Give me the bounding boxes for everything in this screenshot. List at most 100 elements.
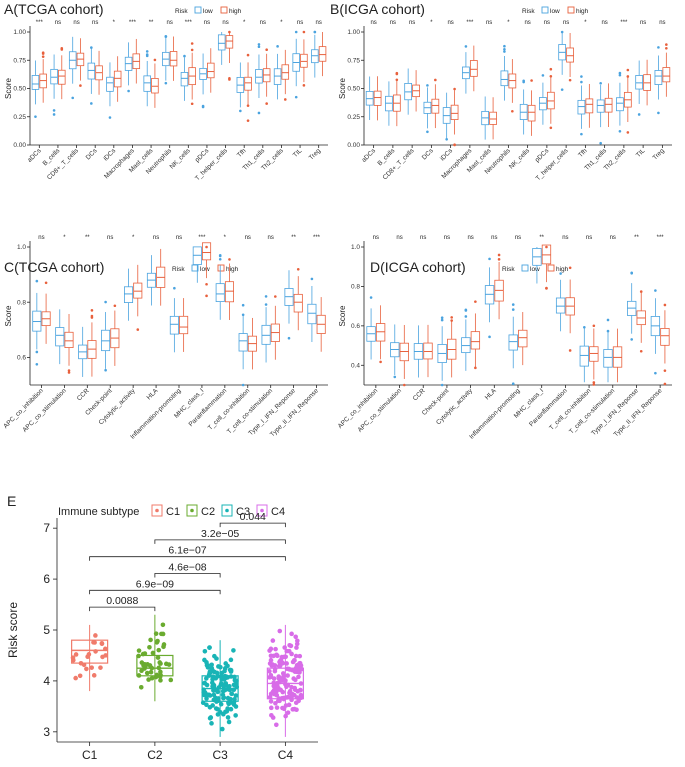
outlier-point <box>511 109 514 113</box>
outlier-point <box>393 375 397 379</box>
y-tick-label: 7 <box>43 521 50 535</box>
legend-key-C2 <box>186 504 198 517</box>
jitter-point <box>286 648 292 654</box>
jitter-point <box>285 710 291 715</box>
significance-label: ** <box>149 20 154 26</box>
outlier-point <box>294 95 298 99</box>
x-tick-label: NK_cells <box>169 147 193 171</box>
jitter-point <box>267 668 272 674</box>
outlier-point <box>228 78 231 81</box>
significance-label: ns <box>370 20 376 26</box>
jitter-point <box>204 682 210 688</box>
y-tick-label: 0.75 <box>13 57 26 64</box>
x-tick-label: APC_co_stimulation <box>357 387 404 434</box>
jitter-point <box>276 674 282 679</box>
significance-label: * <box>224 235 227 241</box>
y-axis-label: Score <box>338 305 347 326</box>
box-C1 <box>71 639 109 664</box>
box-high-APC_co_inhibition <box>375 323 386 342</box>
outlier-point <box>580 75 583 78</box>
jitter-point <box>268 699 274 704</box>
outlier-point <box>395 72 399 76</box>
significance-label: ns <box>447 20 453 26</box>
y-axis-label: Score <box>4 78 13 99</box>
outlier-point <box>136 328 140 331</box>
outlier-point <box>145 50 149 53</box>
outlier-point <box>618 73 622 77</box>
jitter-point <box>296 698 301 704</box>
jitter-point <box>298 663 304 668</box>
outlier-point <box>599 81 602 85</box>
box-low-Th2_cells <box>616 97 624 112</box>
box-high-Inflammation-promoting <box>518 329 528 348</box>
outlier-point <box>104 300 107 304</box>
outlier-point <box>626 68 630 72</box>
outlier-point <box>654 289 657 292</box>
jitter-point <box>269 712 274 718</box>
jitter-point <box>207 645 212 650</box>
legend-label-C4: C4 <box>271 506 285 518</box>
jitter-point <box>91 640 96 645</box>
jitter-point <box>277 698 282 704</box>
box-low-Inflammation-promoting <box>169 315 179 335</box>
legend-key-C4 <box>256 504 268 517</box>
outlier-point <box>453 87 456 91</box>
outlier-point <box>434 78 437 82</box>
y-tick-label: 0.50 <box>347 86 360 93</box>
jitter-point <box>161 642 167 647</box>
y-tick-label: 0.6 <box>351 323 360 330</box>
jitter-point <box>204 662 210 668</box>
jitter-point <box>293 634 298 640</box>
outlier-point <box>201 104 205 108</box>
jitter-point <box>204 696 209 701</box>
significance-label: ns <box>55 20 61 26</box>
outlier-point <box>60 48 64 51</box>
legend-title: Risk <box>502 266 515 273</box>
legend-label-C2: C2 <box>201 506 215 518</box>
x-tick-label: Type_II_IFN_Reponse <box>613 387 664 438</box>
legend-label-high: high <box>556 266 569 273</box>
significance-label: ns <box>222 20 228 26</box>
jitter-point <box>289 631 294 637</box>
jitter-point <box>220 688 226 694</box>
outlier-point <box>665 46 668 50</box>
significance-label: ns <box>153 235 159 241</box>
legend-label-C3: C3 <box>236 506 250 518</box>
p-value-label: 6.9e−09 <box>136 578 174 590</box>
box-high-Th1_cells <box>604 97 613 113</box>
outlier-point <box>657 46 660 49</box>
outlier-point <box>183 54 186 58</box>
jitter-point <box>268 705 274 711</box>
p-value-label: 3.2e−05 <box>201 528 239 540</box>
y-tick-label: 0.25 <box>13 114 26 121</box>
jitter-point <box>136 648 142 653</box>
outlier-point <box>503 50 506 53</box>
outlier-point <box>511 382 515 385</box>
outlier-point <box>164 81 168 85</box>
outlier-point <box>599 141 602 145</box>
jitter-point <box>207 715 213 721</box>
jitter-point <box>98 665 103 670</box>
jitter-point <box>280 689 286 695</box>
jitter-point <box>73 652 79 657</box>
significance-label: ns <box>610 235 616 241</box>
significance-label: * <box>507 20 510 26</box>
jitter-point <box>215 712 221 717</box>
panel-title: E <box>7 493 16 509</box>
jitter-point <box>272 668 278 674</box>
box-low-iDCs <box>106 76 114 92</box>
jitter-point <box>158 661 163 666</box>
outlier-point <box>108 116 112 119</box>
box-high-pDCs <box>207 62 215 79</box>
outlier-point <box>302 84 306 87</box>
outlier-point <box>426 84 429 87</box>
x-tick-label: pDCs <box>534 147 551 164</box>
outlier-point <box>560 30 564 34</box>
significance-label: *** <box>657 235 665 241</box>
box-low-Mast_cells <box>143 75 151 92</box>
jitter-point <box>89 665 94 670</box>
jitter-point <box>291 658 297 663</box>
outlier-point <box>257 45 261 49</box>
jitter-point <box>280 660 286 666</box>
outlier-point <box>618 129 622 133</box>
